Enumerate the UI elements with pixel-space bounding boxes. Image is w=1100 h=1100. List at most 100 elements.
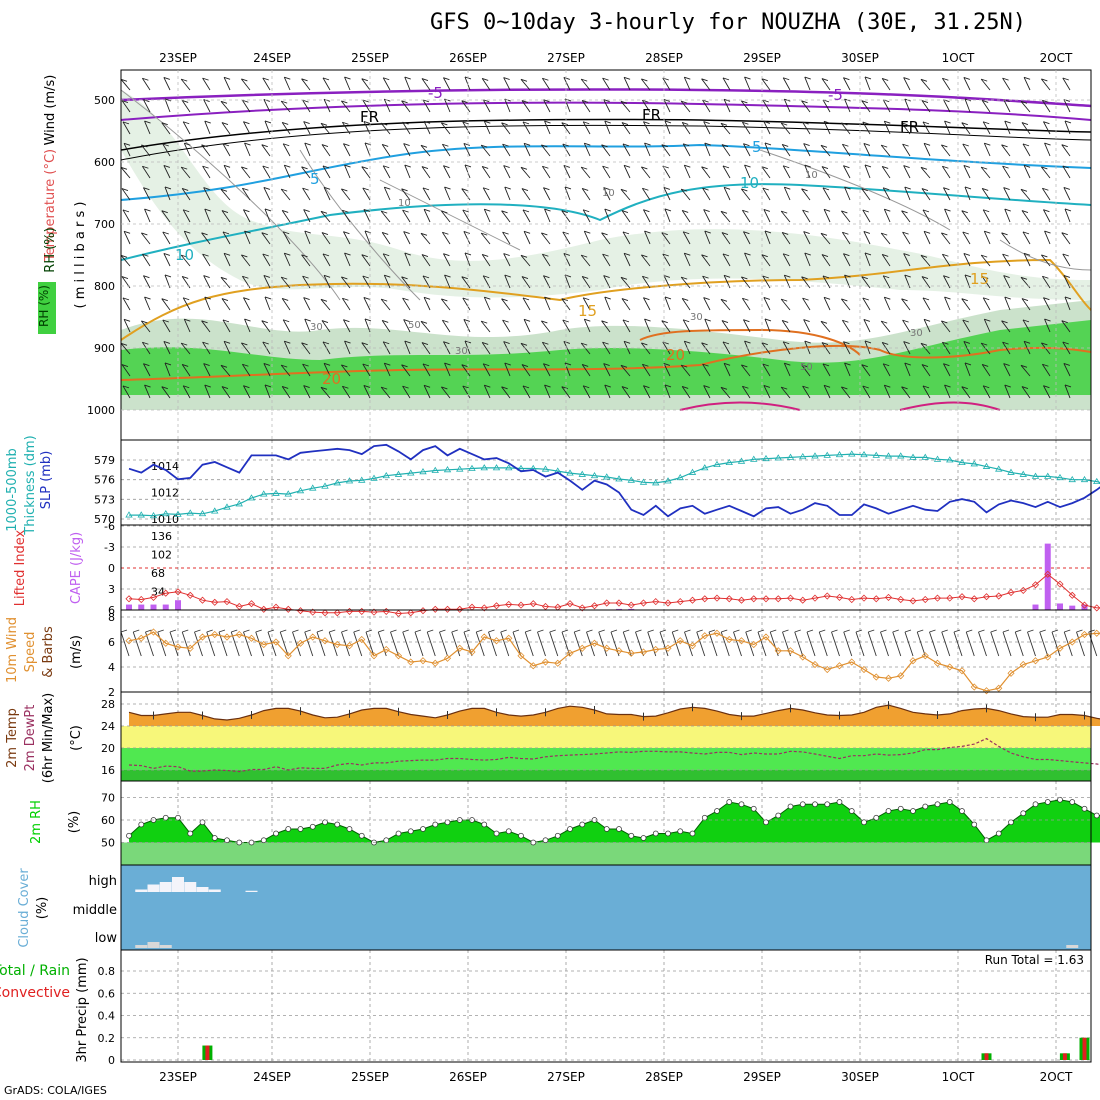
rh-point [309, 823, 316, 830]
wind-barb [761, 166, 771, 179]
thickness-line [129, 453, 1100, 517]
wind-barb [344, 76, 351, 91]
wind-speed-point [774, 647, 782, 655]
wind-barb [241, 342, 251, 355]
rh-point [420, 826, 426, 832]
wind-barb [301, 254, 311, 267]
wind-barb-flag [464, 164, 472, 168]
wind-barb-flag [1064, 120, 1072, 124]
wind-barb [601, 232, 611, 245]
thickness-point [174, 510, 182, 517]
temp-contour--5b [120, 101, 1092, 121]
wind-barb-flag [303, 121, 310, 124]
wind-barb-flag [659, 629, 667, 633]
rh-point [652, 830, 659, 837]
wind-barb [803, 143, 811, 157]
wind-barb [504, 362, 511, 377]
wind-barb-flag [820, 144, 828, 148]
wind-barb [682, 143, 691, 157]
wind-barb [202, 165, 211, 179]
wind-barb [783, 363, 791, 377]
wind-speed-point [419, 657, 427, 665]
rh-point [971, 821, 978, 828]
wind-barb-flag [1062, 341, 1069, 345]
wind-barb-flag [821, 78, 829, 81]
wind-barb-flag [390, 629, 397, 633]
lifted-index-point [615, 599, 623, 607]
wind-barb [741, 188, 751, 201]
lifted-index-point [1031, 581, 1040, 589]
wind-barb-flag [944, 296, 951, 300]
wind-barb [802, 385, 811, 399]
wind-barb-flag [163, 164, 171, 168]
wind-barb-flag [503, 253, 510, 256]
wind-barb [1041, 342, 1051, 355]
wind-barb [462, 121, 471, 135]
wind-barb-flag [762, 187, 769, 191]
wind-barb-flag [282, 385, 289, 389]
wind-barb [183, 231, 191, 245]
wind-barb-flag [544, 296, 551, 300]
wind-barb-flag [981, 342, 988, 346]
wind-barb-flag [1002, 253, 1009, 257]
wind-barb [204, 384, 211, 399]
wind-barb-flag [244, 318, 251, 322]
wind-barb-flag [504, 274, 511, 278]
wind-barb [549, 631, 559, 657]
lifted-index-point [701, 595, 709, 603]
wind-barb [522, 297, 531, 311]
cape-bar [150, 604, 157, 610]
wind-barb [282, 231, 291, 245]
wind-barb [464, 76, 471, 91]
thickness-point [309, 484, 317, 491]
wind-barb [162, 231, 171, 245]
wind-barb-flag [522, 385, 530, 389]
wind-barb-flag [820, 320, 828, 324]
wind-barb-flag [342, 121, 349, 125]
wind-barb [203, 275, 211, 289]
wind-barb [620, 276, 631, 289]
wind-barb-flag [642, 99, 649, 103]
wind-barb [202, 77, 211, 91]
wind-barb-flag [981, 166, 988, 170]
wind-barb [762, 187, 771, 201]
wind-barb [443, 77, 451, 91]
wind-barb-flag [743, 231, 750, 235]
wind-barb [204, 296, 211, 311]
wind-barb-flag [620, 276, 628, 280]
wind-barb [341, 100, 351, 113]
thickness-point [848, 450, 856, 457]
wind-barb [541, 232, 551, 245]
wind-barb-flag [222, 319, 230, 323]
wind-barb-flag [241, 254, 248, 258]
wind-barb [921, 364, 931, 377]
wind-barb [883, 121, 891, 135]
wind-barb [963, 341, 971, 355]
wind-barb [1061, 144, 1071, 157]
wind-barb-flag [320, 122, 328, 126]
wind-barb-flag [901, 298, 908, 302]
wind-barb-flag [564, 362, 572, 366]
lifted-index-point [174, 588, 182, 596]
wind-barb [563, 253, 571, 267]
wind-barb [322, 77, 331, 91]
wind-barb-flag [1002, 165, 1009, 169]
wind-barb-flag [464, 252, 472, 256]
wind-barb-flag [301, 254, 308, 258]
wind-barb-flag [641, 78, 648, 82]
contour-label: -5 [828, 86, 843, 104]
wind-barb-flag [163, 76, 171, 80]
wind-barb-flag [702, 275, 709, 279]
wind-barb [943, 275, 951, 289]
lifted-index-point [1080, 601, 1089, 609]
wind-barb-flag [403, 319, 410, 322]
wind-barb-flag [720, 298, 728, 302]
wind-barb-flag [301, 78, 308, 82]
wind-barb-flag [323, 362, 331, 366]
wind-barb [403, 319, 411, 333]
wind-barb [823, 385, 831, 399]
wind-barb-flag [501, 298, 508, 302]
wind-barb-flag [204, 384, 211, 388]
rh-point [126, 832, 132, 839]
wind-speed-point [529, 662, 537, 670]
